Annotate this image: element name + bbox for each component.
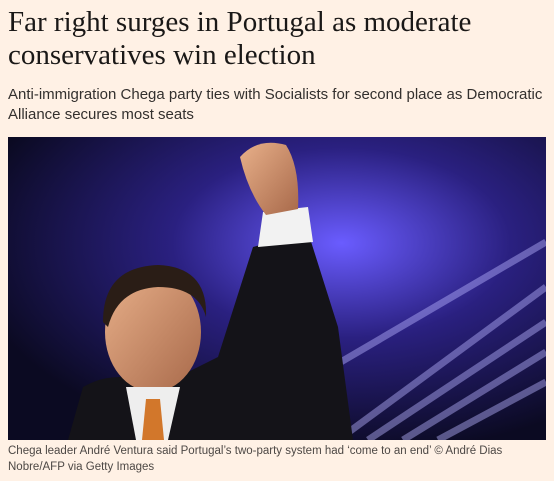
headline: Far right surges in Portugal as moderate…: [8, 6, 472, 71]
shirt-cuff: [258, 207, 313, 247]
hair: [103, 265, 207, 327]
photo-caption: Chega leader André Ventura said Portugal…: [8, 445, 503, 473]
raised-fist: [240, 142, 299, 215]
light-stripes: [296, 238, 546, 440]
tie: [142, 399, 164, 440]
standfirst: Anti-immigration Chega party ties with S…: [8, 86, 543, 123]
article-photo: [8, 137, 546, 440]
face: [105, 272, 201, 392]
